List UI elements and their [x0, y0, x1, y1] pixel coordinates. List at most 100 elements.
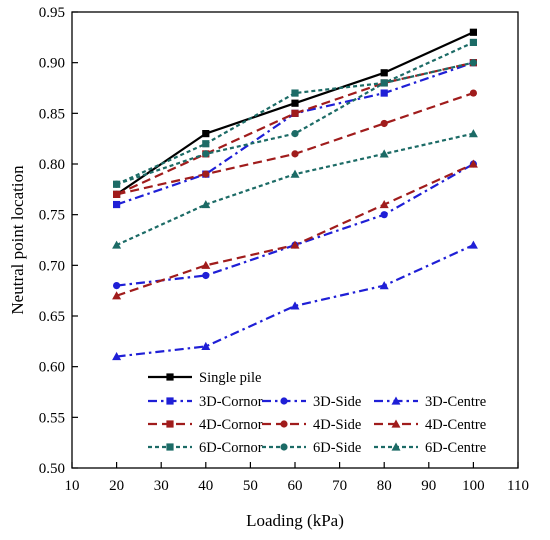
data-point-6d-cornor-100	[469, 38, 477, 46]
data-point-6d-side-20	[113, 180, 121, 188]
data-point-3d-centre-40	[201, 341, 211, 350]
data-point-3d-side-80	[380, 211, 388, 219]
data-point-6d-centre-60	[290, 169, 300, 178]
x-tick-label: 30	[154, 478, 169, 494]
x-tick-label: 40	[198, 478, 213, 494]
data-point-single-pile-60	[291, 99, 299, 107]
series-line-6d-side	[116, 61, 474, 186]
legend-item-3d-cornor: 3D-Cornor	[148, 394, 263, 410]
data-point-3d-centre-100	[468, 240, 478, 249]
legend-label-6d-centre: 6D-Centre	[425, 440, 486, 456]
x-tick-label: 90	[421, 478, 436, 494]
series-line-4d-centre	[116, 162, 474, 297]
series-markers-group	[112, 28, 478, 361]
data-point-4d-centre-20	[112, 291, 122, 300]
data-point-6d-side-40	[202, 150, 210, 158]
x-tick-label: 10	[65, 478, 80, 494]
y-tick-label: 0.60	[39, 360, 65, 376]
legend-item-6d-side: 6D-Side	[262, 440, 361, 456]
data-point-4d-side-100	[469, 89, 477, 97]
data-point-3d-centre-80	[379, 281, 389, 290]
data-point-6d-centre-80	[379, 149, 389, 158]
series-line-6d-cornor	[116, 41, 474, 186]
data-point-6d-cornor-60	[291, 89, 299, 97]
legend-item-single-pile: Single pile	[148, 370, 261, 386]
y-tick-label: 0.95	[39, 5, 65, 21]
data-point-3d-cornor-20	[113, 200, 121, 209]
data-point-4d-side-40	[202, 170, 210, 178]
data-point-3d-centre-20	[112, 352, 122, 361]
legend-marker-4d-side	[280, 420, 288, 428]
x-tick-label: 70	[332, 478, 347, 494]
legend-marker-single-pile	[166, 373, 174, 381]
legend-label-6d-side: 6D-Side	[313, 440, 361, 456]
x-tick-label: 100	[462, 478, 485, 494]
series-line-4d-side	[116, 92, 474, 196]
legend-item-4d-side: 4D-Side	[262, 417, 361, 433]
series-line-3d-centre	[116, 244, 474, 358]
y-axis-title: Neutral point location	[8, 165, 27, 315]
x-axis-title: Loading (kPa)	[246, 511, 344, 530]
data-point-6d-centre-100	[468, 129, 478, 138]
y-tick-label: 0.50	[39, 461, 65, 477]
x-tick-label: 20	[109, 478, 124, 494]
legend-marker-3d-side	[280, 397, 288, 405]
data-point-6d-centre-20	[112, 240, 122, 249]
data-point-6d-side-60	[291, 130, 299, 138]
legend-item-4d-centre: 4D-Centre	[374, 417, 486, 433]
x-tick-label: 50	[243, 478, 258, 494]
legend-item-6d-cornor: 6D-Cornor	[148, 440, 263, 456]
data-point-single-pile-100	[469, 28, 477, 36]
data-point-4d-centre-60	[290, 240, 300, 249]
data-point-4d-side-20	[113, 190, 121, 198]
data-point-3d-side-20	[113, 282, 121, 290]
legend-item-3d-side: 3D-Side	[262, 394, 361, 410]
data-point-6d-cornor-40	[202, 140, 210, 148]
legend-item-4d-cornor: 4D-Cornor	[148, 417, 263, 433]
data-point-4d-side-80	[380, 119, 388, 128]
x-tick-label: 80	[377, 478, 392, 494]
x-tick-label: 110	[507, 478, 529, 494]
x-tick-label: 60	[288, 478, 303, 494]
y-tick-label: 0.70	[39, 258, 65, 274]
y-tick-label: 0.85	[39, 106, 65, 122]
legend-marker-6d-centre	[391, 442, 401, 451]
legend-marker-6d-side	[280, 443, 288, 451]
legend-marker-4d-centre	[391, 419, 401, 428]
legend-marker-3d-centre	[391, 396, 401, 405]
legend-label-single-pile: Single pile	[199, 370, 261, 386]
legend-marker-6d-cornor	[166, 443, 174, 451]
legend-label-3d-side: 3D-Side	[313, 394, 361, 410]
data-point-6d-side-100	[469, 59, 477, 67]
axes-group: 10 20 30 40 50 60 70 80 90 100 110 0.50 0.55 0.60 0.65…	[39, 5, 529, 494]
data-point-3d-side-40	[202, 271, 210, 280]
legend-marker-3d-cornor	[166, 397, 174, 405]
data-point-6d-centre-40	[201, 200, 211, 209]
legend-label-4d-cornor: 4D-Cornor	[199, 417, 263, 433]
data-point-3d-cornor-80	[380, 89, 388, 97]
legend: Single pile 3D-Cornor 3D-Side 3D-Centre 4D-C…	[148, 370, 486, 456]
legend-item-6d-centre: 6D-Centre	[374, 440, 486, 456]
legend-label-6d-cornor: 6D-Cornor	[199, 440, 263, 456]
legend-label-3d-cornor: 3D-Cornor	[199, 394, 263, 410]
data-point-single-pile-80	[380, 69, 388, 77]
data-point-4d-cornor-60	[291, 109, 299, 117]
data-point-4d-centre-80	[379, 200, 389, 209]
y-tick-label: 0.55	[39, 410, 65, 426]
legend-marker-4d-cornor	[166, 420, 174, 428]
data-point-4d-centre-40	[201, 260, 211, 269]
data-point-single-pile-40	[202, 130, 210, 138]
y-tick-label: 0.75	[39, 208, 65, 224]
y-tick-label: 0.80	[39, 157, 65, 173]
y-tick-label: 0.65	[39, 309, 65, 325]
legend-item-3d-centre: 3D-Centre	[374, 394, 486, 410]
legend-label-3d-centre: 3D-Centre	[425, 394, 486, 410]
data-point-3d-centre-60	[290, 301, 300, 310]
data-point-4d-centre-100	[468, 159, 478, 168]
y-tick-label: 0.90	[39, 56, 65, 72]
series-line-3d-side	[116, 163, 474, 287]
legend-label-4d-side: 4D-Side	[313, 417, 361, 433]
data-point-4d-side-60	[291, 150, 299, 158]
data-point-6d-side-80	[380, 79, 388, 87]
